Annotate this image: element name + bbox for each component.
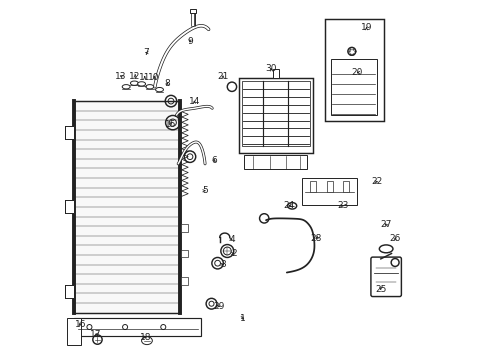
Text: 22: 22 [371,177,382,186]
Ellipse shape [130,81,138,85]
Text: 9: 9 [187,37,192,46]
Text: 26: 26 [388,234,400,243]
Bar [239,78,312,153]
Text: 21: 21 [217,72,228,81]
Text: 12: 12 [129,72,141,81]
Ellipse shape [122,85,130,89]
FancyBboxPatch shape [370,257,401,297]
Ellipse shape [137,82,145,86]
Text: 10: 10 [148,73,160,82]
Text: 27: 27 [380,220,391,229]
Ellipse shape [287,203,296,209]
Bar [326,181,332,192]
Text: 6: 6 [211,156,217,165]
Bar [180,225,187,231]
FancyBboxPatch shape [65,201,74,213]
Text: 16: 16 [74,320,86,329]
Text: 24: 24 [283,201,294,210]
Ellipse shape [347,48,355,55]
Text: 17: 17 [90,330,101,339]
Bar [242,81,309,146]
Bar [74,101,180,313]
Text: 1: 1 [239,314,245,323]
Text: 18: 18 [140,333,151,342]
Text: 25: 25 [374,285,386,294]
Text: 14: 14 [188,96,200,105]
Text: 30: 30 [265,64,277,73]
Ellipse shape [145,85,153,89]
Text: 8: 8 [164,79,170,88]
Bar [190,9,195,13]
Text: 7: 7 [142,48,148,57]
Text: 20: 20 [351,68,363,77]
Text: 29: 29 [213,302,224,311]
Text: 13: 13 [115,72,126,81]
Bar [244,155,306,169]
FancyBboxPatch shape [65,285,74,298]
Text: 5: 5 [202,186,207,195]
Text: 19: 19 [360,23,371,32]
Text: 3: 3 [220,260,225,269]
Text: 11: 11 [139,73,150,82]
Bar [343,181,348,192]
Bar [180,277,187,284]
Text: 2: 2 [230,249,236,258]
Bar [330,59,376,116]
Bar [67,318,81,345]
Ellipse shape [155,87,163,92]
Bar [301,178,357,205]
Ellipse shape [142,337,152,345]
Text: 23: 23 [337,201,348,210]
Text: 4: 4 [229,235,234,244]
Bar [272,69,278,78]
Text: 15: 15 [165,120,176,129]
Bar [309,181,315,192]
Bar [325,19,384,121]
FancyBboxPatch shape [65,126,74,139]
Bar [74,318,201,336]
Bar [180,250,187,257]
Ellipse shape [379,245,392,253]
Text: 28: 28 [310,234,321,243]
